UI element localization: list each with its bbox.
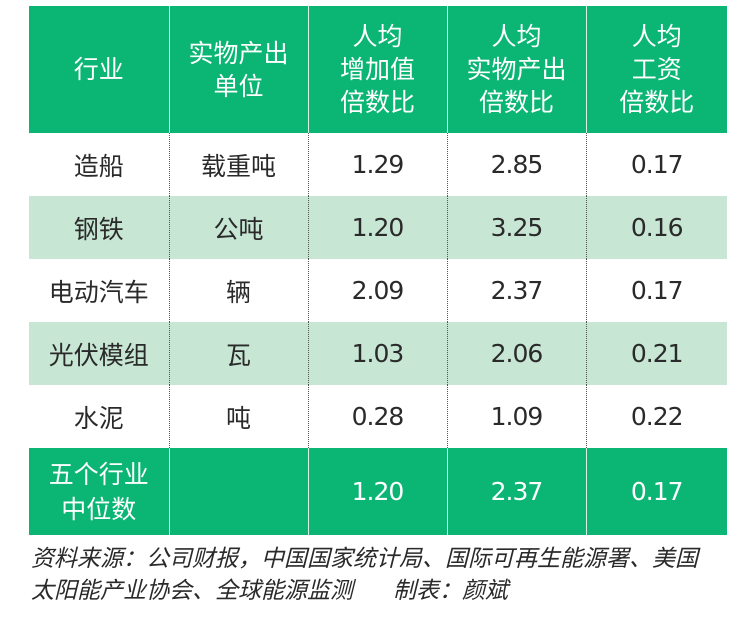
- cell-unit: 公吨: [168, 196, 308, 259]
- comparison-table: 行业 实物产出 单位 人均 增加值 倍数比 人均 实物产出 倍数比 人均 工资 倍数比 造船载…: [29, 6, 727, 535]
- cell-wage: 0.21: [585, 322, 727, 385]
- header-text: 实物产出: [466, 55, 567, 84]
- cell-unit: 瓦: [168, 322, 308, 385]
- header-text: 人均: [631, 22, 682, 51]
- table-row: 钢铁 公吨 1.20 3.25 0.16: [29, 196, 727, 259]
- median-label: 五个行业 中位数: [29, 448, 169, 535]
- median-wage: 0.17: [585, 448, 727, 535]
- table-row: 水泥 吨 0.28 1.09 0.22: [29, 385, 727, 448]
- median-value-added: 1.20: [307, 448, 447, 535]
- cell-physical-output: 2.06: [446, 322, 586, 385]
- header-value-added: 人均 增加值 倍数比: [307, 6, 447, 133]
- median-label-text: 五个行业: [48, 459, 149, 489]
- cell-value-added: 1.29: [307, 133, 447, 196]
- header-text: 单位: [213, 71, 264, 101]
- cell-physical-output: 2.85: [446, 133, 586, 196]
- cell-wage: 0.17: [585, 133, 727, 196]
- cell-wage: 0.22: [585, 385, 727, 448]
- header-text: 倍数比: [478, 88, 554, 117]
- median-row: 五个行业中位数 1.20 2.37 0.17: [29, 448, 727, 535]
- header-row: 行业 实物产出 单位 人均 增加值 倍数比 人均 实物产出 倍数比 人均 工资 倍数比: [29, 6, 727, 133]
- header-text: 行业: [73, 55, 124, 84]
- cell-industry: 光伏模组: [29, 322, 169, 385]
- header-text: 人均: [491, 22, 542, 51]
- cell-industry: 水泥: [73, 403, 124, 433]
- cell-industry: 造船: [73, 151, 124, 181]
- median-unit: [168, 448, 308, 535]
- source-caption: 资料来源：公司财报，中国国家统计局、国际可再生能源署、美国 太阳能产业协会、全球…: [31, 543, 731, 607]
- header-unit: 实物产出 单位: [168, 6, 308, 133]
- header-wage: 人均 工资 倍数比: [585, 6, 727, 133]
- cell-wage: 0.16: [585, 196, 727, 259]
- table-row: 电动汽车辆 2.09 2.37 0.17: [29, 259, 727, 322]
- cell-value-added: 2.09: [307, 259, 447, 322]
- median-physical-output: 2.37: [446, 448, 586, 535]
- cell-unit: 吨: [168, 385, 308, 448]
- header-industry: 行业: [29, 6, 169, 133]
- cell-value-added: 1.03: [307, 322, 447, 385]
- cell-unit: 辆: [168, 259, 308, 322]
- cell-physical-output: 3.25: [446, 196, 586, 259]
- header-text: 工资: [631, 55, 682, 84]
- header-text: 实物产出: [188, 38, 289, 68]
- cell-industry: 钢铁: [29, 196, 169, 259]
- header-text: 增加值: [339, 55, 415, 84]
- source-line-2: 太阳能产业协会、全球能源监测 制表：颜斌: [31, 575, 731, 607]
- cell-industry: 电动汽车: [48, 277, 149, 307]
- cell-value-added: 1.20: [307, 196, 447, 259]
- header-physical-output: 人均 实物产出 倍数比: [446, 6, 586, 133]
- cell-unit: 载重吨: [168, 133, 308, 196]
- source-text: 太阳能产业协会、全球能源监测: [31, 578, 353, 604]
- cell-value-added: 0.28: [307, 385, 447, 448]
- cell-physical-output: 2.37: [446, 259, 586, 322]
- table-row: 光伏模组瓦 1.03 2.06 0.21: [29, 322, 727, 385]
- header-text: 倍数比: [619, 88, 695, 117]
- median-label-text: 中位数: [61, 494, 137, 524]
- table-row: 造船 载重吨 1.29 2.85 0.17: [29, 133, 727, 196]
- cell-wage: 0.17: [585, 259, 727, 322]
- table-credit: 制表：颜斌: [393, 578, 508, 604]
- source-line-1: 资料来源：公司财报，中国国家统计局、国际可再生能源署、美国: [31, 546, 698, 572]
- header-text: 人均: [352, 22, 403, 51]
- header-text: 倍数比: [339, 88, 415, 117]
- cell-physical-output: 1.09: [446, 385, 586, 448]
